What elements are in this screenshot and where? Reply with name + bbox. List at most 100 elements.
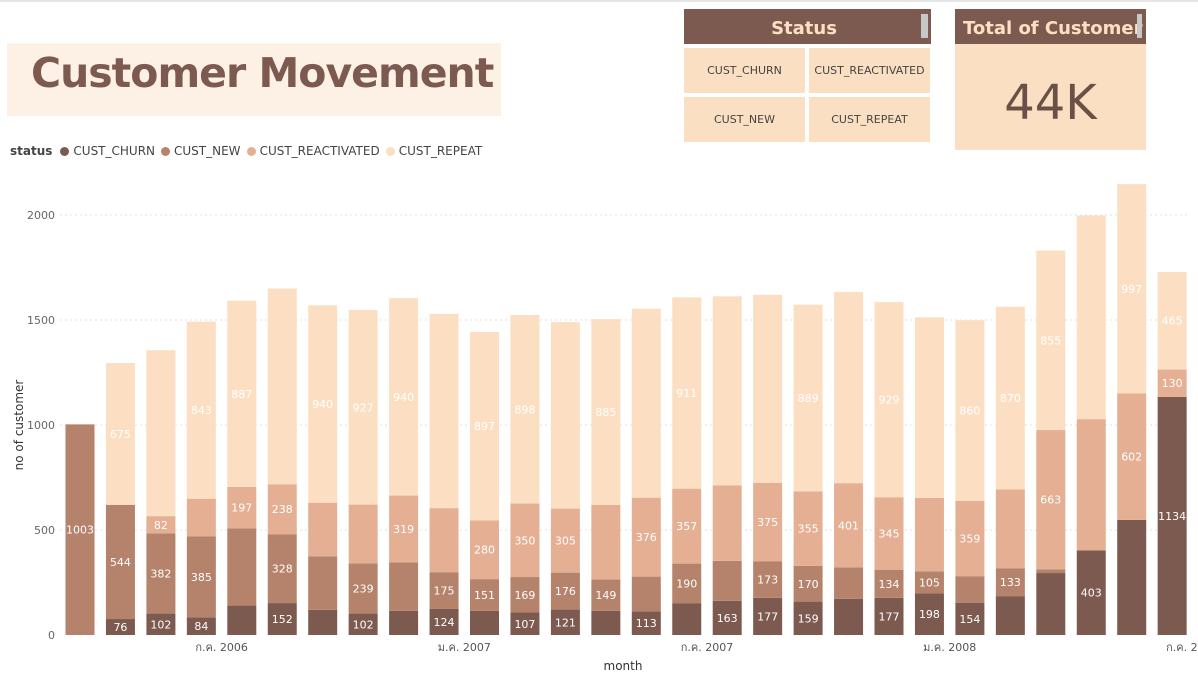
bar-segment-cust-churn[interactable] bbox=[995, 596, 1025, 635]
bar-segment-cust-reactivated[interactable] bbox=[874, 497, 904, 570]
bar-segment-cust-reactivated[interactable] bbox=[834, 483, 864, 568]
bar-segment-cust-reactivated[interactable] bbox=[429, 508, 459, 573]
slicer-option-cust-repeat[interactable]: CUST_REPEAT bbox=[809, 97, 930, 142]
bar-segment-cust-repeat[interactable] bbox=[429, 313, 459, 509]
bar-segment-cust-repeat[interactable] bbox=[510, 314, 540, 504]
bar-segment-cust-new[interactable] bbox=[389, 562, 419, 611]
bar-segment-cust-new[interactable] bbox=[227, 528, 257, 606]
bar-segment-cust-churn[interactable] bbox=[874, 597, 904, 635]
bar-segment-cust-new[interactable] bbox=[834, 567, 864, 599]
bar-segment-cust-new[interactable] bbox=[470, 579, 499, 611]
bar-segment-cust-reactivated[interactable] bbox=[470, 520, 499, 580]
bar-segment-cust-repeat[interactable] bbox=[348, 309, 378, 505]
bar-segment-cust-reactivated[interactable] bbox=[186, 498, 216, 537]
bar-segment-cust-reactivated[interactable] bbox=[308, 502, 338, 557]
bar-segment-cust-reactivated[interactable] bbox=[550, 508, 580, 573]
bar-segment-cust-churn[interactable] bbox=[227, 605, 257, 635]
bar-segment-cust-reactivated[interactable] bbox=[227, 486, 257, 529]
bar-segment-cust-reactivated[interactable] bbox=[995, 489, 1025, 569]
bar-segment-cust-reactivated[interactable] bbox=[591, 505, 621, 580]
bar-segment-cust-churn[interactable] bbox=[550, 609, 580, 635]
bar-segment-cust-repeat[interactable] bbox=[227, 300, 257, 487]
slicer-option-cust-churn[interactable]: CUST_CHURN bbox=[684, 48, 805, 93]
slicer-scroll-handle[interactable] bbox=[921, 14, 928, 38]
bar-segment-cust-new[interactable] bbox=[631, 576, 661, 612]
bar-segment-cust-churn[interactable] bbox=[1076, 550, 1106, 635]
slicer-option-cust-reactivated[interactable]: CUST_REACTIVATED bbox=[809, 48, 930, 93]
bar-segment-cust-new[interactable] bbox=[510, 577, 540, 613]
bar-segment-cust-repeat[interactable] bbox=[470, 331, 499, 521]
bar-segment-cust-reactivated[interactable] bbox=[510, 503, 540, 578]
bar-segment-cust-new[interactable] bbox=[672, 563, 702, 604]
bar-segment-cust-churn[interactable] bbox=[267, 603, 297, 635]
bar-segment-cust-reactivated[interactable] bbox=[914, 497, 944, 572]
legend-item-churn[interactable]: CUST_CHURN bbox=[60, 144, 155, 158]
bar-segment-cust-new[interactable] bbox=[65, 424, 95, 635]
bar-segment-cust-churn[interactable] bbox=[1157, 396, 1187, 635]
bar-segment-cust-new[interactable] bbox=[105, 504, 135, 620]
bar-segment-cust-new[interactable] bbox=[348, 563, 378, 614]
bar-segment-cust-churn[interactable] bbox=[470, 610, 499, 635]
bar-segment-cust-repeat[interactable] bbox=[834, 292, 864, 484]
bar-segment-cust-churn[interactable] bbox=[712, 600, 742, 635]
bar-segment-cust-reactivated[interactable] bbox=[753, 482, 783, 562]
bar-segment-cust-repeat[interactable] bbox=[186, 321, 216, 499]
bar-segment-cust-reactivated[interactable] bbox=[793, 491, 823, 566]
bar-segment-cust-new[interactable] bbox=[712, 560, 742, 601]
bar-segment-cust-repeat[interactable] bbox=[1117, 184, 1147, 394]
slicer-option-cust-new[interactable]: CUST_NEW bbox=[684, 97, 805, 142]
bar-segment-cust-reactivated[interactable] bbox=[348, 504, 378, 564]
bar-segment-cust-churn[interactable] bbox=[834, 598, 864, 635]
bar-segment-cust-churn[interactable] bbox=[672, 603, 702, 636]
legend-item-reactivated[interactable]: CUST_REACTIVATED bbox=[246, 144, 380, 158]
bar-segment-cust-reactivated[interactable] bbox=[712, 485, 742, 561]
bar-segment-cust-churn[interactable] bbox=[1036, 573, 1066, 635]
bar-segment-cust-reactivated[interactable] bbox=[1036, 430, 1066, 570]
bar-segment-cust-churn[interactable] bbox=[955, 602, 985, 635]
bar-segment-cust-churn[interactable] bbox=[1117, 519, 1147, 635]
bar-segment-cust-repeat[interactable] bbox=[105, 363, 135, 505]
bar-segment-cust-new[interactable] bbox=[146, 533, 176, 614]
bar-segment-cust-repeat[interactable] bbox=[1036, 250, 1066, 431]
bar-segment-cust-new[interactable] bbox=[267, 534, 297, 604]
bar-segment-cust-new[interactable] bbox=[874, 569, 904, 598]
bar-segment-cust-reactivated[interactable] bbox=[146, 516, 176, 534]
bar-segment-cust-churn[interactable] bbox=[429, 608, 459, 635]
bar-segment-cust-churn[interactable] bbox=[793, 601, 823, 635]
bar-segment-cust-reactivated[interactable] bbox=[389, 495, 419, 563]
bar-segment-cust-churn[interactable] bbox=[186, 617, 216, 635]
bar-segment-cust-new[interactable] bbox=[955, 576, 985, 603]
bar-segment-cust-new[interactable] bbox=[995, 568, 1025, 597]
bar-segment-cust-churn[interactable] bbox=[753, 597, 783, 635]
bar-segment-cust-repeat[interactable] bbox=[753, 294, 783, 483]
bar-segment-cust-new[interactable] bbox=[429, 572, 459, 609]
bar-segment-cust-new[interactable] bbox=[1036, 569, 1066, 574]
bar-segment-cust-repeat[interactable] bbox=[914, 317, 944, 498]
bar-segment-cust-churn[interactable] bbox=[591, 610, 621, 635]
bar-segment-cust-repeat[interactable] bbox=[591, 319, 621, 506]
bar-segment-cust-repeat[interactable] bbox=[874, 302, 904, 498]
bar-segment-cust-churn[interactable] bbox=[308, 609, 338, 635]
bar-segment-cust-repeat[interactable] bbox=[308, 305, 338, 503]
bar-segment-cust-new[interactable] bbox=[914, 571, 944, 594]
bar-segment-cust-churn[interactable] bbox=[146, 613, 176, 635]
bar-segment-cust-churn[interactable] bbox=[348, 613, 378, 635]
bar-segment-cust-reactivated[interactable] bbox=[672, 488, 702, 564]
bar-segment-cust-reactivated[interactable] bbox=[267, 484, 297, 535]
bar-segment-cust-churn[interactable] bbox=[105, 619, 135, 635]
bar-segment-cust-repeat[interactable] bbox=[955, 320, 985, 501]
bar-segment-cust-reactivated[interactable] bbox=[1117, 393, 1147, 520]
bar-segment-cust-new[interactable] bbox=[550, 572, 580, 610]
bar-segment-cust-churn[interactable] bbox=[389, 610, 419, 635]
bar-segment-cust-repeat[interactable] bbox=[1157, 271, 1187, 370]
bar-segment-cust-repeat[interactable] bbox=[1076, 215, 1106, 420]
bar-segment-cust-repeat[interactable] bbox=[793, 304, 823, 492]
bar-segment-cust-new[interactable] bbox=[308, 556, 338, 610]
bar-segment-cust-churn[interactable] bbox=[631, 611, 661, 635]
bar-segment-cust-repeat[interactable] bbox=[389, 298, 419, 496]
bar-segment-cust-churn[interactable] bbox=[914, 593, 944, 635]
bar-segment-cust-new[interactable] bbox=[793, 565, 823, 602]
legend-item-repeat[interactable]: CUST_REPEAT bbox=[385, 144, 482, 158]
bar-segment-cust-repeat[interactable] bbox=[631, 308, 661, 498]
bar-segment-cust-repeat[interactable] bbox=[550, 322, 580, 509]
